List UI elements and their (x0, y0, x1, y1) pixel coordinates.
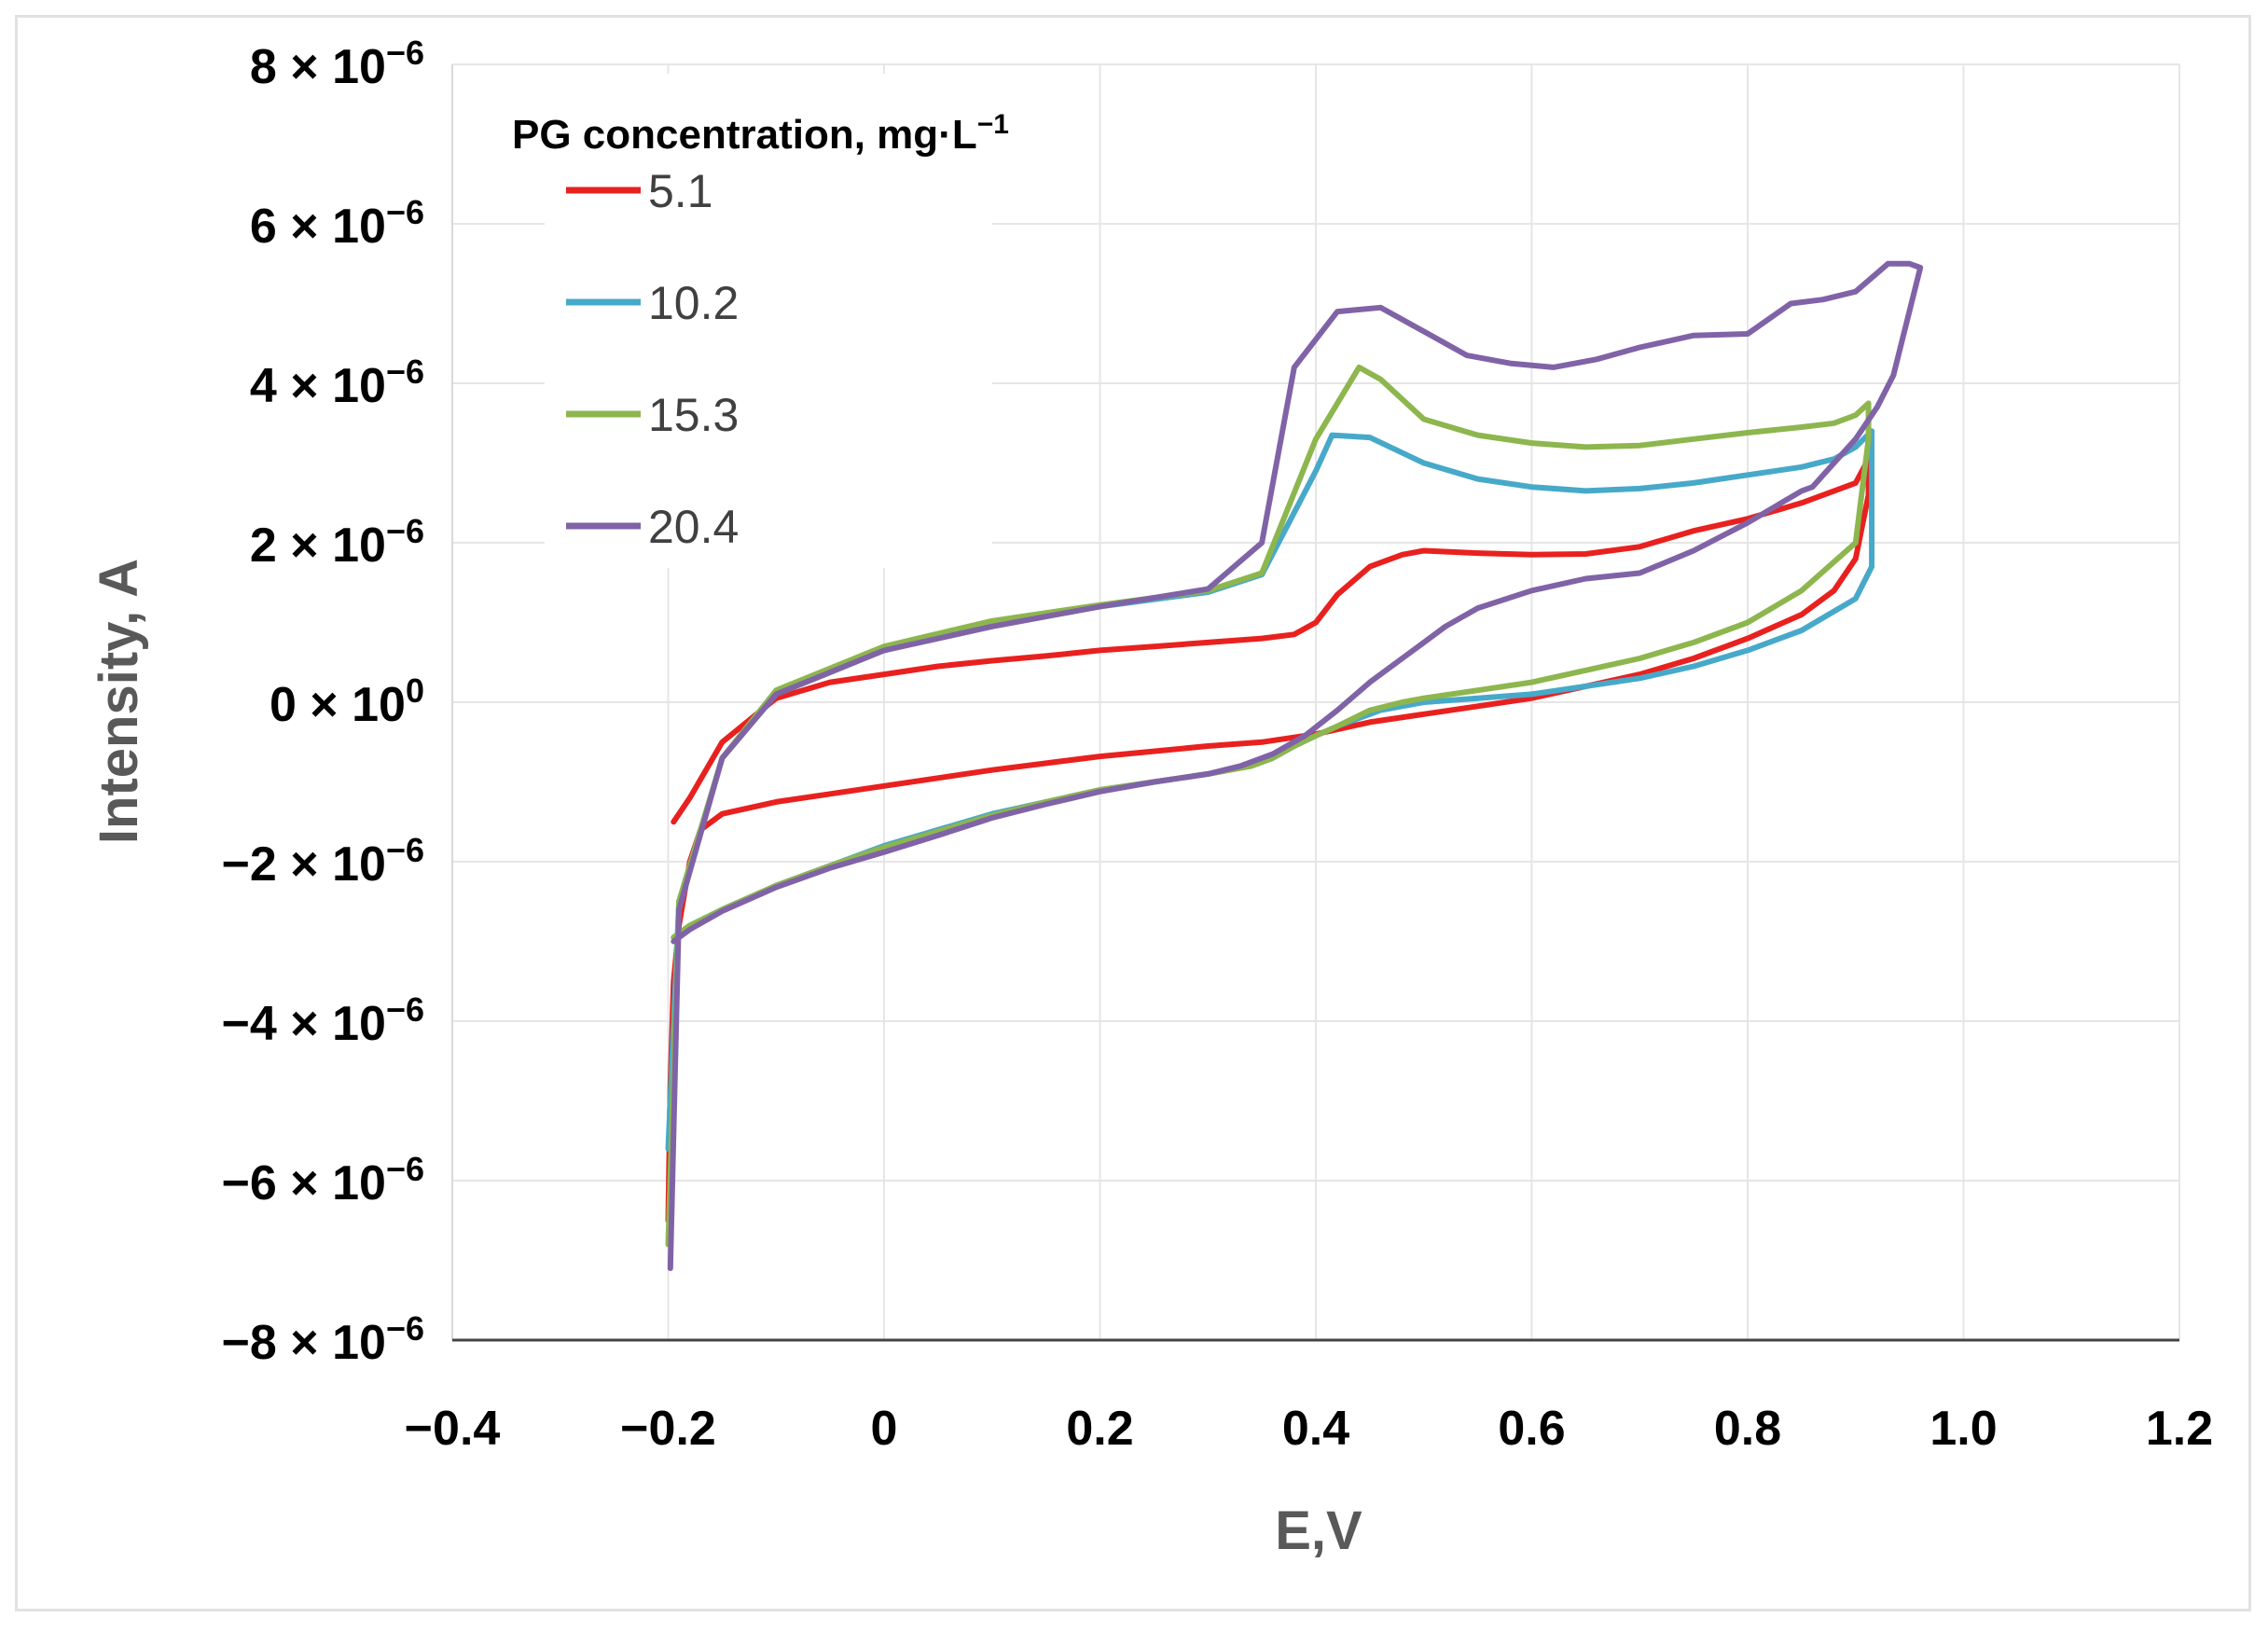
axes (451, 64, 2179, 1342)
legend-background (545, 74, 992, 568)
y-tick-label: 4 × 10−6 (250, 353, 424, 413)
legend-label-5.1: 5.1 (648, 165, 713, 217)
legend-label-15.3: 15.3 (648, 389, 739, 441)
series-line-5.1 (665, 456, 1872, 1224)
y-tick-label: −4 × 10−6 (222, 990, 424, 1051)
x-tick-label: 0.2 (1066, 1402, 1133, 1456)
y-axis-title: Intensity, A (89, 559, 149, 844)
x-tick-label: 1.2 (2146, 1402, 2213, 1456)
y-tick-label: −2 × 10−6 (222, 831, 424, 892)
legend-label-20.4: 20.4 (648, 501, 739, 553)
y-tick-labels: 8 × 10−6 6 × 10−6 4 × 10−6 2 × 10−6 0 × 100 −… (222, 34, 424, 1370)
chart-svg: 8 × 10−6 6 × 10−6 4 × 10−6 2 × 10−6 0 × 100 −… (89, 34, 2213, 1561)
x-axis-title: E,V (1275, 1501, 1362, 1561)
y-tick-label: 0 × 100 (270, 671, 424, 732)
y-tick-label: 8 × 10−6 (250, 34, 424, 94)
y-tick-label: 6 × 10−6 (250, 193, 424, 254)
series-lines (665, 260, 1924, 1271)
x-tick-label: 0.8 (1714, 1402, 1781, 1456)
y-tick-label: 2 × 10−6 (250, 512, 424, 573)
y-tick-label: −8 × 10−6 (222, 1309, 424, 1370)
chart-frame: 8 × 10−6 6 × 10−6 4 × 10−6 2 × 10−6 0 × 100 −… (15, 15, 2251, 1611)
legend: PG concentration, mg·L−1 5.1 10.2 15.3 20.4 (512, 74, 1009, 568)
x-tick-label: −0.4 (405, 1402, 501, 1456)
x-tick-label: 0.6 (1498, 1402, 1565, 1456)
series-line-20.4 (667, 260, 1924, 1271)
legend-title: PG concentration, mg·L−1 (512, 109, 1009, 158)
x-tick-label: 0.4 (1282, 1402, 1349, 1456)
y-tick-label: −6 × 10−6 (222, 1150, 424, 1210)
x-tick-label: −0.2 (620, 1402, 716, 1456)
x-tick-labels: −0.4 −0.2 0 0.2 0.4 0.6 0.8 1.0 1.2 (405, 1402, 2213, 1456)
x-tick-label: 1.0 (1929, 1402, 1997, 1456)
x-tick-label: 0 (871, 1402, 898, 1456)
legend-label-10.2: 10.2 (648, 277, 739, 329)
